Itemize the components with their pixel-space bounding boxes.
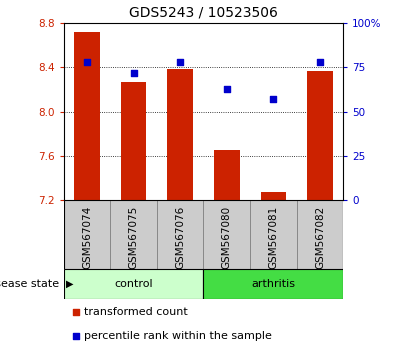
Text: GSM567075: GSM567075 bbox=[129, 206, 139, 269]
Bar bbox=[64, 200, 110, 269]
Text: ▶: ▶ bbox=[66, 279, 73, 289]
Text: GSM567074: GSM567074 bbox=[82, 206, 92, 269]
Bar bbox=[297, 200, 343, 269]
Point bbox=[73, 309, 79, 315]
Bar bbox=[261, 192, 286, 200]
Text: GSM567082: GSM567082 bbox=[315, 206, 325, 269]
Text: control: control bbox=[114, 279, 153, 289]
Point bbox=[224, 86, 230, 91]
Bar bbox=[250, 200, 297, 269]
Text: arthritis: arthritis bbox=[251, 279, 296, 289]
Bar bbox=[214, 150, 240, 200]
Bar bbox=[110, 200, 157, 269]
Point bbox=[73, 333, 79, 338]
Text: disease state: disease state bbox=[0, 279, 60, 289]
Text: transformed count: transformed count bbox=[84, 307, 188, 317]
Bar bbox=[167, 69, 193, 200]
Point bbox=[316, 59, 323, 65]
Text: GSM567081: GSM567081 bbox=[268, 206, 278, 269]
Bar bbox=[203, 269, 343, 299]
Bar bbox=[64, 269, 203, 299]
Title: GDS5243 / 10523506: GDS5243 / 10523506 bbox=[129, 5, 278, 19]
Text: percentile rank within the sample: percentile rank within the sample bbox=[84, 331, 272, 341]
Point bbox=[84, 59, 90, 65]
Text: GSM567076: GSM567076 bbox=[175, 206, 185, 269]
Bar bbox=[307, 70, 333, 200]
Bar bbox=[157, 200, 203, 269]
Bar bbox=[203, 200, 250, 269]
Bar bbox=[74, 32, 100, 200]
Point bbox=[177, 59, 183, 65]
Text: GSM567080: GSM567080 bbox=[222, 206, 232, 269]
Point bbox=[270, 96, 277, 102]
Point bbox=[130, 70, 137, 75]
Bar bbox=[121, 82, 146, 200]
